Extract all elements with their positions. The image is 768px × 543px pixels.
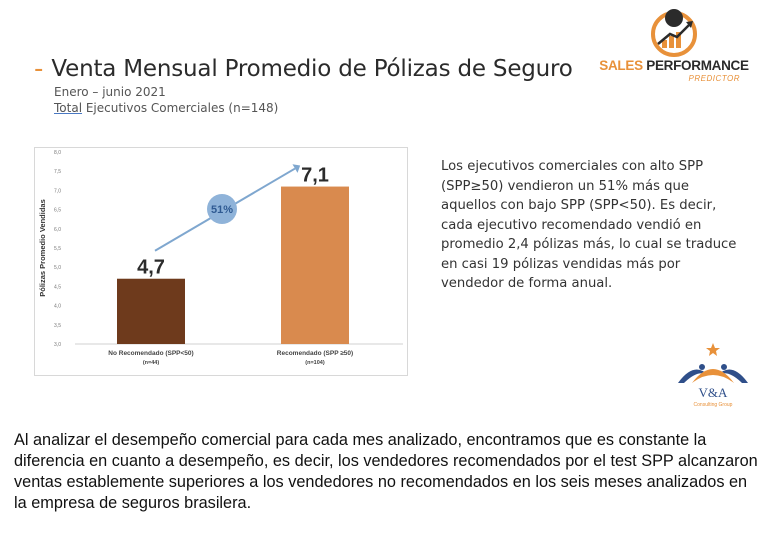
- y-tick-label: 3,0: [54, 342, 61, 348]
- annotation-bubble: [207, 194, 237, 224]
- period-label: Enero – junio 2021: [54, 85, 166, 99]
- y-tick-label: 6,5: [54, 208, 61, 214]
- logo-emblem-icon: [651, 9, 697, 57]
- annotation-label: 51%: [211, 204, 233, 216]
- bar-chart: 3,0 3,5 4,0 4,5 5,0 5,5 6,0 6,5 7,0 7,5 8,0 Pólizas…: [38, 150, 403, 366]
- y-tick-label: 7,5: [54, 169, 61, 175]
- description-paragraph: Los ejecutivos comerciales con alto SPP …: [441, 159, 737, 291]
- scope-word: Total: [54, 101, 83, 115]
- logo-tagline: PREDICTOR: [688, 74, 740, 83]
- chart-frame: 3,0 3,5 4,0 4,5 5,0 5,5 6,0 6,5 7,0 7,5 8,0 Pólizas…: [34, 147, 408, 376]
- sales-performance-logo: SALES PERFORMANCE PREDICTOR: [594, 6, 754, 86]
- page-title: Venta Mensual Promedio de Pólizas de Seg…: [51, 56, 573, 82]
- y-axis-label: Pólizas Promedio Vendidas: [38, 199, 47, 297]
- scope-rest: Ejecutivos Comerciales (n=148): [82, 101, 279, 115]
- y-tick-label: 5,5: [54, 246, 61, 252]
- y-tick-label: 6,0: [54, 227, 61, 233]
- scope-label: Total Ejecutivos Comerciales (n=148): [54, 101, 278, 115]
- va-consulting-logo: V&A Consulting Group: [674, 343, 752, 409]
- va-logo-tagline: Consulting Group: [694, 402, 733, 408]
- y-tick-label: 3,5: [54, 323, 61, 329]
- bar-1: [117, 278, 185, 344]
- conclusion-text: Al analizar el desempeño comercial para …: [14, 431, 758, 512]
- x-tick-note-1: (n=44): [143, 360, 160, 366]
- logo-word-sales: SALES: [599, 58, 643, 73]
- data-label-1: 4,7: [137, 257, 165, 279]
- va-emblem-icon: V&A Consulting Group: [678, 343, 748, 408]
- data-label-2: 7,1: [301, 165, 329, 187]
- logo-word-performance: PERFORMANCE: [646, 58, 749, 73]
- title-row: - Venta Mensual Promedio de Pólizas de S…: [34, 54, 573, 84]
- va-logo-name: V&A: [699, 385, 729, 400]
- growth-arrowhead: [292, 164, 301, 173]
- bar-2: [281, 186, 349, 344]
- y-tick-label: 5,0: [54, 265, 61, 271]
- title-dash: -: [34, 54, 44, 84]
- y-tick-label: 4,5: [54, 284, 61, 290]
- x-tick-label-1: No Recomendado (SPP<50): [108, 350, 193, 357]
- y-tick-label: 4,0: [54, 304, 61, 310]
- y-tick-label: 7,0: [54, 188, 61, 194]
- y-tick-label: 8,0: [54, 150, 61, 156]
- x-tick-note-2: (n=104): [305, 360, 325, 366]
- x-tick-label-2: Recomendado (SPP ≥50): [277, 350, 353, 357]
- logo-wordmark: SALES PERFORMANCE: [594, 58, 754, 73]
